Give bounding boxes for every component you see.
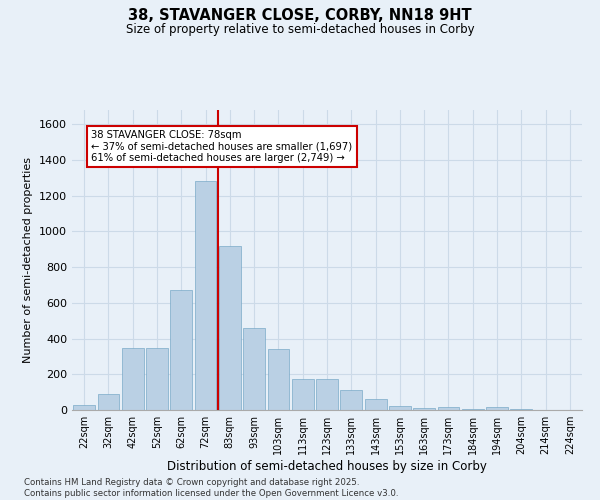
Bar bbox=[292, 379, 314, 410]
Bar bbox=[413, 408, 435, 410]
Bar bbox=[340, 390, 362, 410]
Text: 38, STAVANGER CLOSE, CORBY, NN18 9HT: 38, STAVANGER CLOSE, CORBY, NN18 9HT bbox=[128, 8, 472, 22]
Bar bbox=[462, 409, 484, 410]
Text: Size of property relative to semi-detached houses in Corby: Size of property relative to semi-detach… bbox=[125, 22, 475, 36]
Bar bbox=[97, 394, 119, 410]
Bar bbox=[316, 379, 338, 410]
Bar bbox=[170, 290, 192, 410]
Bar bbox=[73, 404, 95, 410]
Bar bbox=[268, 350, 289, 410]
Text: 38 STAVANGER CLOSE: 78sqm
← 37% of semi-detached houses are smaller (1,697)
61% : 38 STAVANGER CLOSE: 78sqm ← 37% of semi-… bbox=[91, 130, 353, 163]
Bar bbox=[219, 246, 241, 410]
Bar bbox=[122, 348, 143, 410]
Bar bbox=[243, 328, 265, 410]
Y-axis label: Number of semi-detached properties: Number of semi-detached properties bbox=[23, 157, 34, 363]
Bar bbox=[194, 182, 217, 410]
Bar bbox=[146, 348, 168, 410]
Bar bbox=[437, 408, 460, 410]
Bar bbox=[389, 406, 411, 410]
Bar bbox=[511, 409, 532, 410]
Bar bbox=[486, 408, 508, 410]
Text: Contains HM Land Registry data © Crown copyright and database right 2025.
Contai: Contains HM Land Registry data © Crown c… bbox=[24, 478, 398, 498]
X-axis label: Distribution of semi-detached houses by size in Corby: Distribution of semi-detached houses by … bbox=[167, 460, 487, 473]
Bar bbox=[365, 400, 386, 410]
